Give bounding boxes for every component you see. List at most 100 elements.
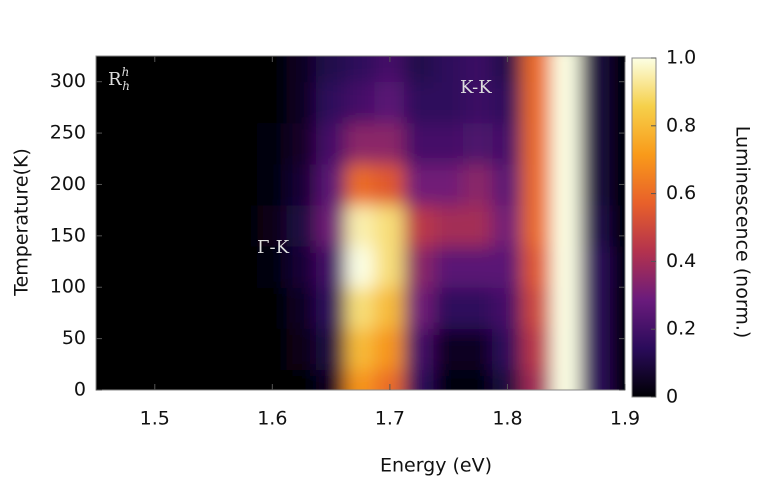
- heat-cell: [551, 56, 582, 83]
- heat-cell: [110, 327, 141, 370]
- heatmap: [96, 56, 625, 390]
- heat-cell: [110, 286, 141, 329]
- heat-cell: [521, 245, 553, 288]
- heat-cell: [609, 163, 625, 206]
- heat-cell: [227, 81, 259, 124]
- heat-cell: [257, 286, 288, 329]
- heat-cell: [404, 245, 435, 288]
- heat-cell: [404, 81, 435, 124]
- heat-cell: [492, 163, 523, 206]
- colorbar-tick-label: 0: [666, 386, 678, 408]
- heat-cell: [433, 163, 464, 206]
- heat-cell: [374, 327, 406, 370]
- x-tick-label: 1.6: [257, 408, 287, 430]
- heat-cell: [110, 163, 141, 206]
- colorbar-tick-label: 0.8: [666, 114, 696, 136]
- heat-cell: [521, 81, 553, 124]
- heat-cell: [374, 204, 406, 247]
- heat-cell: [96, 245, 112, 288]
- heat-cell: [168, 163, 200, 206]
- x-tick-label: 1.9: [610, 408, 640, 430]
- heat-cell: [168, 245, 200, 288]
- annotation: K-K: [460, 77, 492, 98]
- heat-cell: [315, 122, 347, 165]
- heat-cell: [551, 122, 582, 165]
- heat-cell: [521, 122, 553, 165]
- heat-cell: [580, 327, 611, 370]
- heat-cell: [404, 368, 435, 390]
- heat-cell: [433, 368, 464, 390]
- heat-cell: [462, 163, 494, 206]
- heat-cell: [433, 245, 464, 288]
- heat-cell: [551, 81, 582, 124]
- colorbar-tick-label: 0.2: [666, 318, 696, 340]
- heat-cell: [139, 204, 170, 247]
- heat-cell: [551, 368, 582, 390]
- heat-cell: [198, 245, 229, 288]
- heat-cell: [110, 122, 141, 165]
- heat-cell: [315, 81, 347, 124]
- heat-cell: [139, 327, 170, 370]
- heat-cell: [609, 368, 625, 390]
- heat-cell: [492, 286, 523, 329]
- heat-cell: [139, 245, 170, 288]
- heat-cell: [110, 56, 141, 83]
- heat-cell: [462, 327, 494, 370]
- heat-cell: [580, 204, 611, 247]
- heat-cell: [404, 286, 435, 329]
- heat-cell: [551, 327, 582, 370]
- heat-cell: [198, 327, 229, 370]
- heat-cell: [521, 368, 553, 390]
- heat-cell: [286, 163, 317, 206]
- heat-cell: [580, 81, 611, 124]
- heat-cell: [227, 245, 259, 288]
- heat-cell: [462, 286, 494, 329]
- y-tick-label: 100: [50, 276, 86, 298]
- heat-cell: [257, 327, 288, 370]
- heat-cell: [257, 368, 288, 390]
- heat-cell: [227, 163, 259, 206]
- heat-cell: [609, 56, 625, 83]
- heat-cell: [580, 286, 611, 329]
- heat-cell: [580, 368, 611, 390]
- x-tick-label: 1.7: [375, 408, 405, 430]
- heat-cell: [315, 56, 347, 83]
- heat-cell: [110, 204, 141, 247]
- colorbar-tick-label: 0.4: [666, 250, 696, 272]
- heat-cell: [96, 368, 112, 390]
- heat-cell: [462, 56, 494, 83]
- y-tick-label: 50: [62, 327, 86, 349]
- heat-cell: [286, 204, 317, 247]
- heat-cell: [404, 204, 435, 247]
- heat-cell: [168, 204, 200, 247]
- heat-cell: [257, 163, 288, 206]
- heat-cell: [433, 81, 464, 124]
- heat-cell: [110, 245, 141, 288]
- heat-cell: [374, 81, 406, 124]
- heat-cell: [227, 327, 259, 370]
- heat-cell: [168, 122, 200, 165]
- heat-cell: [198, 122, 229, 165]
- x-axis-title: Energy (eV): [380, 455, 492, 477]
- heat-cell: [345, 327, 376, 370]
- colorbar-tick-label: 0.6: [666, 182, 696, 204]
- heat-cell: [227, 56, 259, 83]
- heat-cell: [96, 163, 112, 206]
- heat-cell: [110, 81, 141, 124]
- heat-cell: [374, 163, 406, 206]
- heat-cell: [521, 204, 553, 247]
- heat-cell: [404, 122, 435, 165]
- heat-cell: [257, 81, 288, 124]
- heat-cell: [462, 245, 494, 288]
- heat-cell: [345, 286, 376, 329]
- heat-cell: [374, 368, 406, 390]
- heat-cell: [580, 56, 611, 83]
- heat-cell: [345, 81, 376, 124]
- heat-cell: [462, 81, 494, 124]
- heat-cell: [168, 286, 200, 329]
- y-tick-label: 300: [50, 70, 86, 92]
- heat-cell: [433, 122, 464, 165]
- colorbar-title: Luminescence (norm.): [732, 126, 754, 339]
- heat-cell: [198, 56, 229, 83]
- heat-cell: [492, 245, 523, 288]
